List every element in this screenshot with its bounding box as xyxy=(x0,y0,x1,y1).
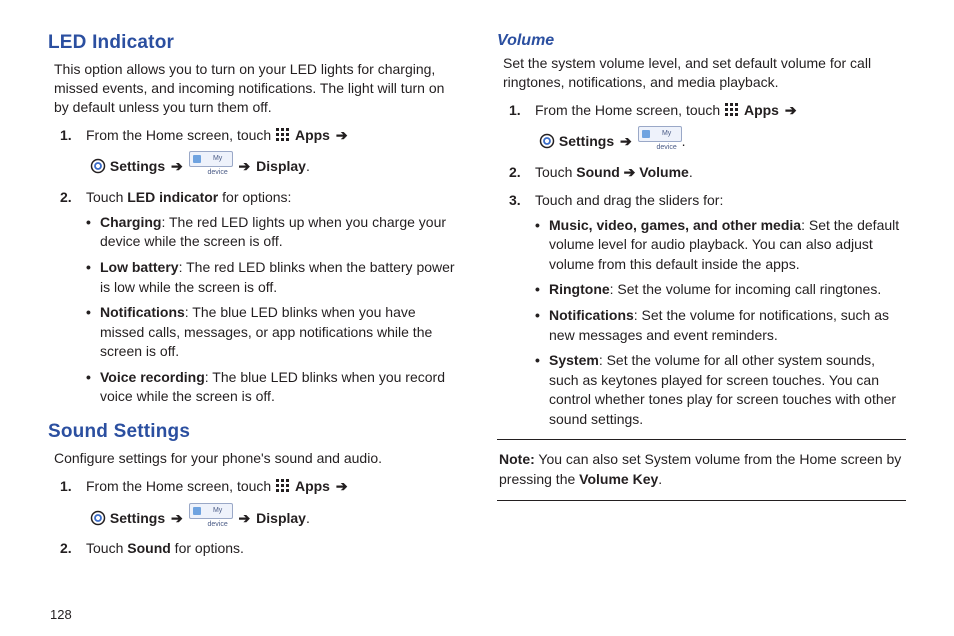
arrow-icon: ➔ xyxy=(618,133,634,149)
list-item: Charging: The red LED lights up when you… xyxy=(86,213,457,252)
arrow-icon: ➔ xyxy=(783,102,799,118)
note-text: . xyxy=(658,471,662,487)
list-item: Music, video, games, and other media: Se… xyxy=(535,216,906,275)
led-step-2: Touch LED indicator for options: Chargin… xyxy=(54,187,457,407)
settings-icon xyxy=(90,158,106,181)
display-label: Display xyxy=(256,158,306,174)
step-text: for options: xyxy=(218,189,291,205)
step-text: Touch xyxy=(86,540,127,556)
apps-icon xyxy=(724,102,740,125)
arrow-icon: ➔ xyxy=(237,158,253,174)
arrow-icon: ➔ xyxy=(334,127,350,143)
left-column: LED Indicator This option allows you to … xyxy=(48,32,457,616)
arrow-icon: ➔ xyxy=(169,510,185,526)
step-bold: LED indicator xyxy=(127,189,218,205)
list-item: Notifications: Set the volume for notifi… xyxy=(535,306,906,345)
settings-label: Settings xyxy=(110,158,165,174)
apps-label: Apps xyxy=(295,127,330,143)
led-indicator-heading: LED Indicator xyxy=(48,32,457,54)
step-text: From the Home screen, touch xyxy=(86,127,275,143)
led-indicator-intro: This option allows you to turn on your L… xyxy=(54,60,457,117)
volume-step-1: From the Home screen, touch Apps ➔ Setti… xyxy=(503,100,906,156)
list-item: System: Set the volume for all other sys… xyxy=(535,351,906,429)
step-text: Touch xyxy=(86,189,127,205)
sound-step-2: Touch Sound for options. xyxy=(54,538,457,560)
volume-bullets: Music, video, games, and other media: Se… xyxy=(535,216,906,430)
list-item: Ringtone: Set the volume for incoming ca… xyxy=(535,280,906,300)
list-item: Low battery: The red LED blinks when the… xyxy=(86,258,457,297)
page-number: 128 xyxy=(50,607,72,622)
settings-label: Settings xyxy=(559,133,614,149)
note-bold: Volume Key xyxy=(579,471,658,487)
list-item: Notifications: The blue LED blinks when … xyxy=(86,303,457,362)
settings-icon xyxy=(90,510,106,533)
my-device-tab-icon: My device xyxy=(189,151,233,167)
display-label: Display xyxy=(256,510,306,526)
step-bold: Sound xyxy=(127,540,171,556)
settings-icon xyxy=(539,133,555,156)
led-bullets: Charging: The red LED lights up when you… xyxy=(86,213,457,407)
sound-settings-heading: Sound Settings xyxy=(48,421,457,443)
step-text: Touch xyxy=(535,164,576,180)
note-separator xyxy=(497,500,906,501)
note-separator xyxy=(497,439,906,440)
led-indicator-steps: From the Home screen, touch Apps ➔ Setti… xyxy=(54,125,457,407)
volume-heading: Volume xyxy=(497,32,906,50)
step-text: From the Home screen, touch xyxy=(535,102,724,118)
volume-intro: Set the system volume level, and set def… xyxy=(503,54,906,92)
my-device-tab-icon: My device xyxy=(638,126,682,142)
arrow-icon: ➔ xyxy=(169,158,185,174)
my-device-tab-icon: My device xyxy=(189,503,233,519)
volume-note: Note: You can also set System volume fro… xyxy=(497,450,906,489)
note-text: You can also set System volume from the … xyxy=(499,451,901,487)
sound-settings-intro: Configure settings for your phone's soun… xyxy=(54,449,457,468)
apps-icon xyxy=(275,127,291,150)
apps-icon xyxy=(275,478,291,501)
led-step-1: From the Home screen, touch Apps ➔ Setti… xyxy=(54,125,457,181)
arrow-icon: ➔ xyxy=(237,510,253,526)
right-column: Volume Set the system volume level, and … xyxy=(497,32,906,616)
apps-label: Apps xyxy=(295,478,330,494)
settings-label: Settings xyxy=(110,510,165,526)
step-text: Touch and drag the sliders for: xyxy=(535,192,723,208)
sound-step-1: From the Home screen, touch Apps ➔ Setti… xyxy=(54,476,457,532)
volume-step-2: Touch Sound ➔ Volume. xyxy=(503,162,906,184)
list-item: Voice recording: The blue LED blinks whe… xyxy=(86,368,457,407)
step-text: From the Home screen, touch xyxy=(86,478,275,494)
step-text: for options. xyxy=(171,540,244,556)
apps-label: Apps xyxy=(744,102,779,118)
sound-settings-steps: From the Home screen, touch Apps ➔ Setti… xyxy=(54,476,457,560)
note-label: Note: xyxy=(499,451,535,467)
step-text: . xyxy=(689,164,693,180)
step-bold: Sound ➔ Volume xyxy=(576,164,689,180)
volume-step-3: Touch and drag the sliders for: Music, v… xyxy=(503,190,906,430)
volume-steps: From the Home screen, touch Apps ➔ Setti… xyxy=(503,100,906,430)
arrow-icon: ➔ xyxy=(334,478,350,494)
